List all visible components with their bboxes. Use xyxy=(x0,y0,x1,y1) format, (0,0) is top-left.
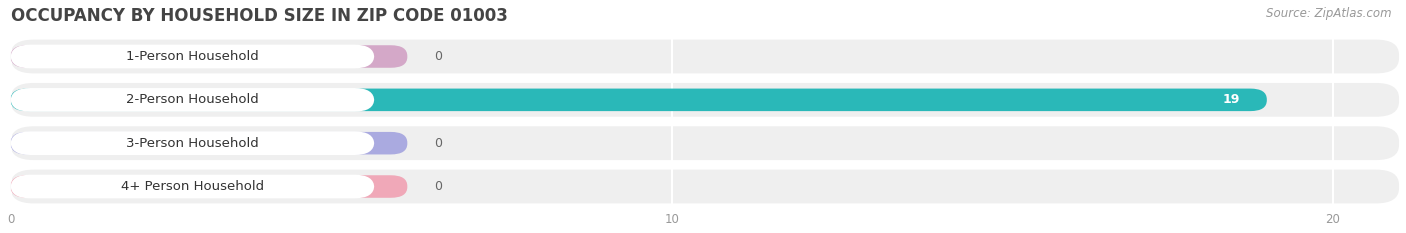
FancyBboxPatch shape xyxy=(11,88,374,112)
Text: OCCUPANCY BY HOUSEHOLD SIZE IN ZIP CODE 01003: OCCUPANCY BY HOUSEHOLD SIZE IN ZIP CODE … xyxy=(11,7,508,25)
Text: 3-Person Household: 3-Person Household xyxy=(127,137,259,150)
Text: 2-Person Household: 2-Person Household xyxy=(127,93,259,106)
FancyBboxPatch shape xyxy=(11,170,1399,203)
FancyBboxPatch shape xyxy=(11,45,374,68)
FancyBboxPatch shape xyxy=(11,175,374,198)
FancyBboxPatch shape xyxy=(11,175,408,198)
FancyBboxPatch shape xyxy=(11,89,1267,111)
Text: 4+ Person Household: 4+ Person Household xyxy=(121,180,264,193)
Text: 0: 0 xyxy=(434,180,441,193)
Text: 19: 19 xyxy=(1223,93,1240,106)
FancyBboxPatch shape xyxy=(11,126,1399,160)
Text: Source: ZipAtlas.com: Source: ZipAtlas.com xyxy=(1267,7,1392,20)
Text: 0: 0 xyxy=(434,137,441,150)
FancyBboxPatch shape xyxy=(11,45,408,68)
FancyBboxPatch shape xyxy=(11,83,1399,117)
FancyBboxPatch shape xyxy=(11,131,374,155)
FancyBboxPatch shape xyxy=(11,40,1399,73)
FancyBboxPatch shape xyxy=(11,132,408,154)
Text: 1-Person Household: 1-Person Household xyxy=(127,50,259,63)
Text: 0: 0 xyxy=(434,50,441,63)
